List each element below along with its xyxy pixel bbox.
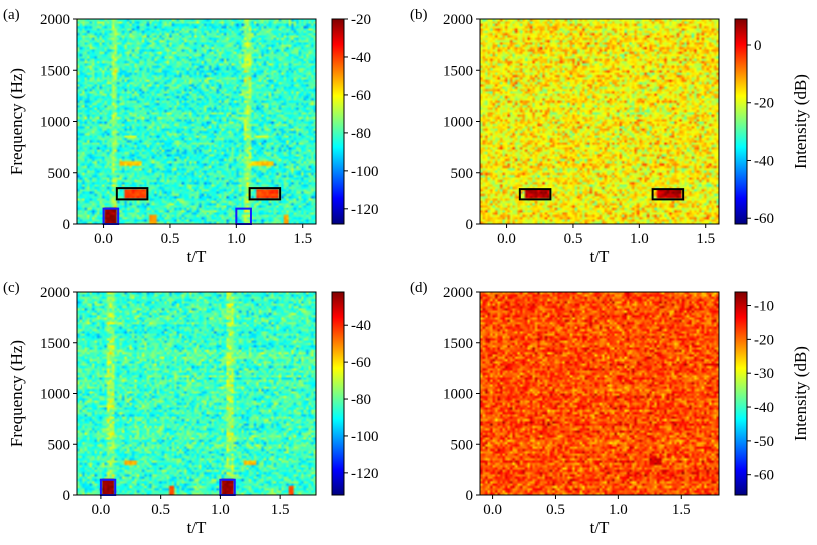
colorbar-tick-label: -60 bbox=[754, 468, 774, 484]
x-axis-label: t/T bbox=[187, 518, 207, 537]
x-tick-label: 0.0 bbox=[94, 231, 113, 247]
x-tick-label: 0.5 bbox=[564, 231, 583, 247]
y-tick-label: 0 bbox=[63, 488, 71, 504]
colorbar-tick-label: -10 bbox=[754, 299, 774, 315]
x-tick-label: 0.0 bbox=[497, 231, 516, 247]
panel-1: 0.0 0.5 1.0 1.5 0 500 1000 1500 2000 t/T (b) 0 -20 -4… bbox=[410, 7, 810, 266]
x-tick-label: 0.0 bbox=[483, 502, 502, 518]
spectrogram-image bbox=[77, 292, 316, 495]
colorbar-tick-label: -60 bbox=[351, 355, 371, 371]
highlight-box-black bbox=[115, 187, 149, 201]
colorbar-tick-label: -80 bbox=[351, 392, 371, 408]
y-tick-label: 1000 bbox=[40, 387, 70, 403]
colorbar-tick-label: -60 bbox=[351, 88, 371, 104]
colorbar-tick-label: -40 bbox=[351, 318, 371, 334]
colorbar bbox=[734, 18, 748, 225]
x-tick-label: 1.0 bbox=[630, 231, 649, 247]
y-tick-label: 500 bbox=[451, 166, 474, 182]
spectrogram-image bbox=[480, 292, 719, 495]
colorbar-tick-label: -80 bbox=[351, 126, 371, 142]
colorbar-tick-label: -50 bbox=[754, 434, 774, 450]
colorbar-tick-label: -20 bbox=[351, 12, 371, 28]
y-tick-label: 500 bbox=[451, 437, 474, 453]
y-tick-label: 0 bbox=[63, 217, 71, 233]
y-tick-label: 1500 bbox=[443, 336, 473, 352]
colorbar bbox=[331, 18, 345, 225]
x-tick-label: 0.5 bbox=[161, 231, 180, 247]
highlight-box-black bbox=[248, 187, 282, 201]
x-tick-label: 1.5 bbox=[271, 502, 290, 518]
highlight-box-black bbox=[651, 188, 685, 201]
y-tick-label: 1500 bbox=[40, 336, 70, 352]
panel-2: 0.0 0.5 1.0 1.5 0 500 1000 1500 2000 t/T Frequency… bbox=[3, 280, 379, 537]
colorbar-tick-label: -120 bbox=[351, 202, 379, 218]
x-tick-label: 1.5 bbox=[672, 502, 691, 518]
colorbar-tick-label: -20 bbox=[754, 332, 774, 348]
y-tick-label: 2000 bbox=[443, 285, 473, 301]
colorbar bbox=[734, 291, 748, 496]
colorbar-tick-label: -100 bbox=[351, 164, 379, 180]
colorbar-tick-label: 0 bbox=[754, 38, 762, 54]
x-tick-label: 0.5 bbox=[546, 502, 565, 518]
y-tick-label: 500 bbox=[48, 437, 71, 453]
y-tick-label: 1000 bbox=[443, 115, 473, 131]
y-axis-label: Frequency (Hz) bbox=[7, 68, 26, 175]
panel-label: (b) bbox=[410, 7, 428, 23]
y-tick-label: 1500 bbox=[443, 63, 473, 79]
y-axis-label: Frequency (Hz) bbox=[7, 340, 26, 447]
y-tick-label: 500 bbox=[48, 166, 71, 182]
colorbar-tick-label: -60 bbox=[754, 211, 774, 227]
x-tick-label: 1.5 bbox=[293, 231, 312, 247]
y-tick-label: 1000 bbox=[443, 387, 473, 403]
x-tick-label: 1.0 bbox=[609, 502, 628, 518]
x-tick-label: 1.5 bbox=[696, 231, 715, 247]
panel-0: 0.0 0.5 1.0 1.5 0 500 1000 1500 2000 t/T Frequency… bbox=[3, 7, 379, 266]
panel-label: (a) bbox=[3, 7, 20, 23]
colorbar-label: Intensity (dB) bbox=[791, 74, 810, 169]
y-tick-label: 2000 bbox=[443, 12, 473, 28]
highlight-box-black bbox=[518, 188, 552, 201]
y-tick-label: 0 bbox=[466, 217, 474, 233]
x-axis-label: t/T bbox=[590, 247, 610, 266]
y-tick-label: 1000 bbox=[40, 115, 70, 131]
colorbar-tick-label: -40 bbox=[754, 400, 774, 416]
y-tick-label: 2000 bbox=[40, 12, 70, 28]
y-tick-label: 1500 bbox=[40, 63, 70, 79]
x-tick-label: 0.0 bbox=[92, 502, 111, 518]
y-tick-label: 2000 bbox=[40, 285, 70, 301]
x-tick-label: 1.0 bbox=[211, 502, 230, 518]
colorbar-label: Intensity (dB) bbox=[791, 346, 810, 441]
panel-label: (d) bbox=[410, 280, 428, 296]
panel-3: 0.0 0.5 1.0 1.5 0 500 1000 1500 2000 t/T (d) -10 -20… bbox=[410, 280, 810, 537]
panel-label: (c) bbox=[3, 280, 20, 296]
x-axis-label: t/T bbox=[590, 518, 610, 537]
colorbar-tick-label: -40 bbox=[351, 50, 371, 66]
y-tick-label: 0 bbox=[466, 488, 474, 504]
colorbar bbox=[331, 291, 345, 496]
colorbar-tick-label: -120 bbox=[351, 466, 379, 482]
colorbar-tick-label: -40 bbox=[754, 153, 774, 169]
colorbar-tick-label: -20 bbox=[754, 96, 774, 112]
x-tick-label: 1.0 bbox=[227, 231, 246, 247]
x-axis-label: t/T bbox=[187, 247, 207, 266]
colorbar-tick-label: -100 bbox=[351, 429, 379, 445]
colorbar-tick-label: -30 bbox=[754, 366, 774, 382]
x-tick-label: 0.5 bbox=[151, 502, 170, 518]
